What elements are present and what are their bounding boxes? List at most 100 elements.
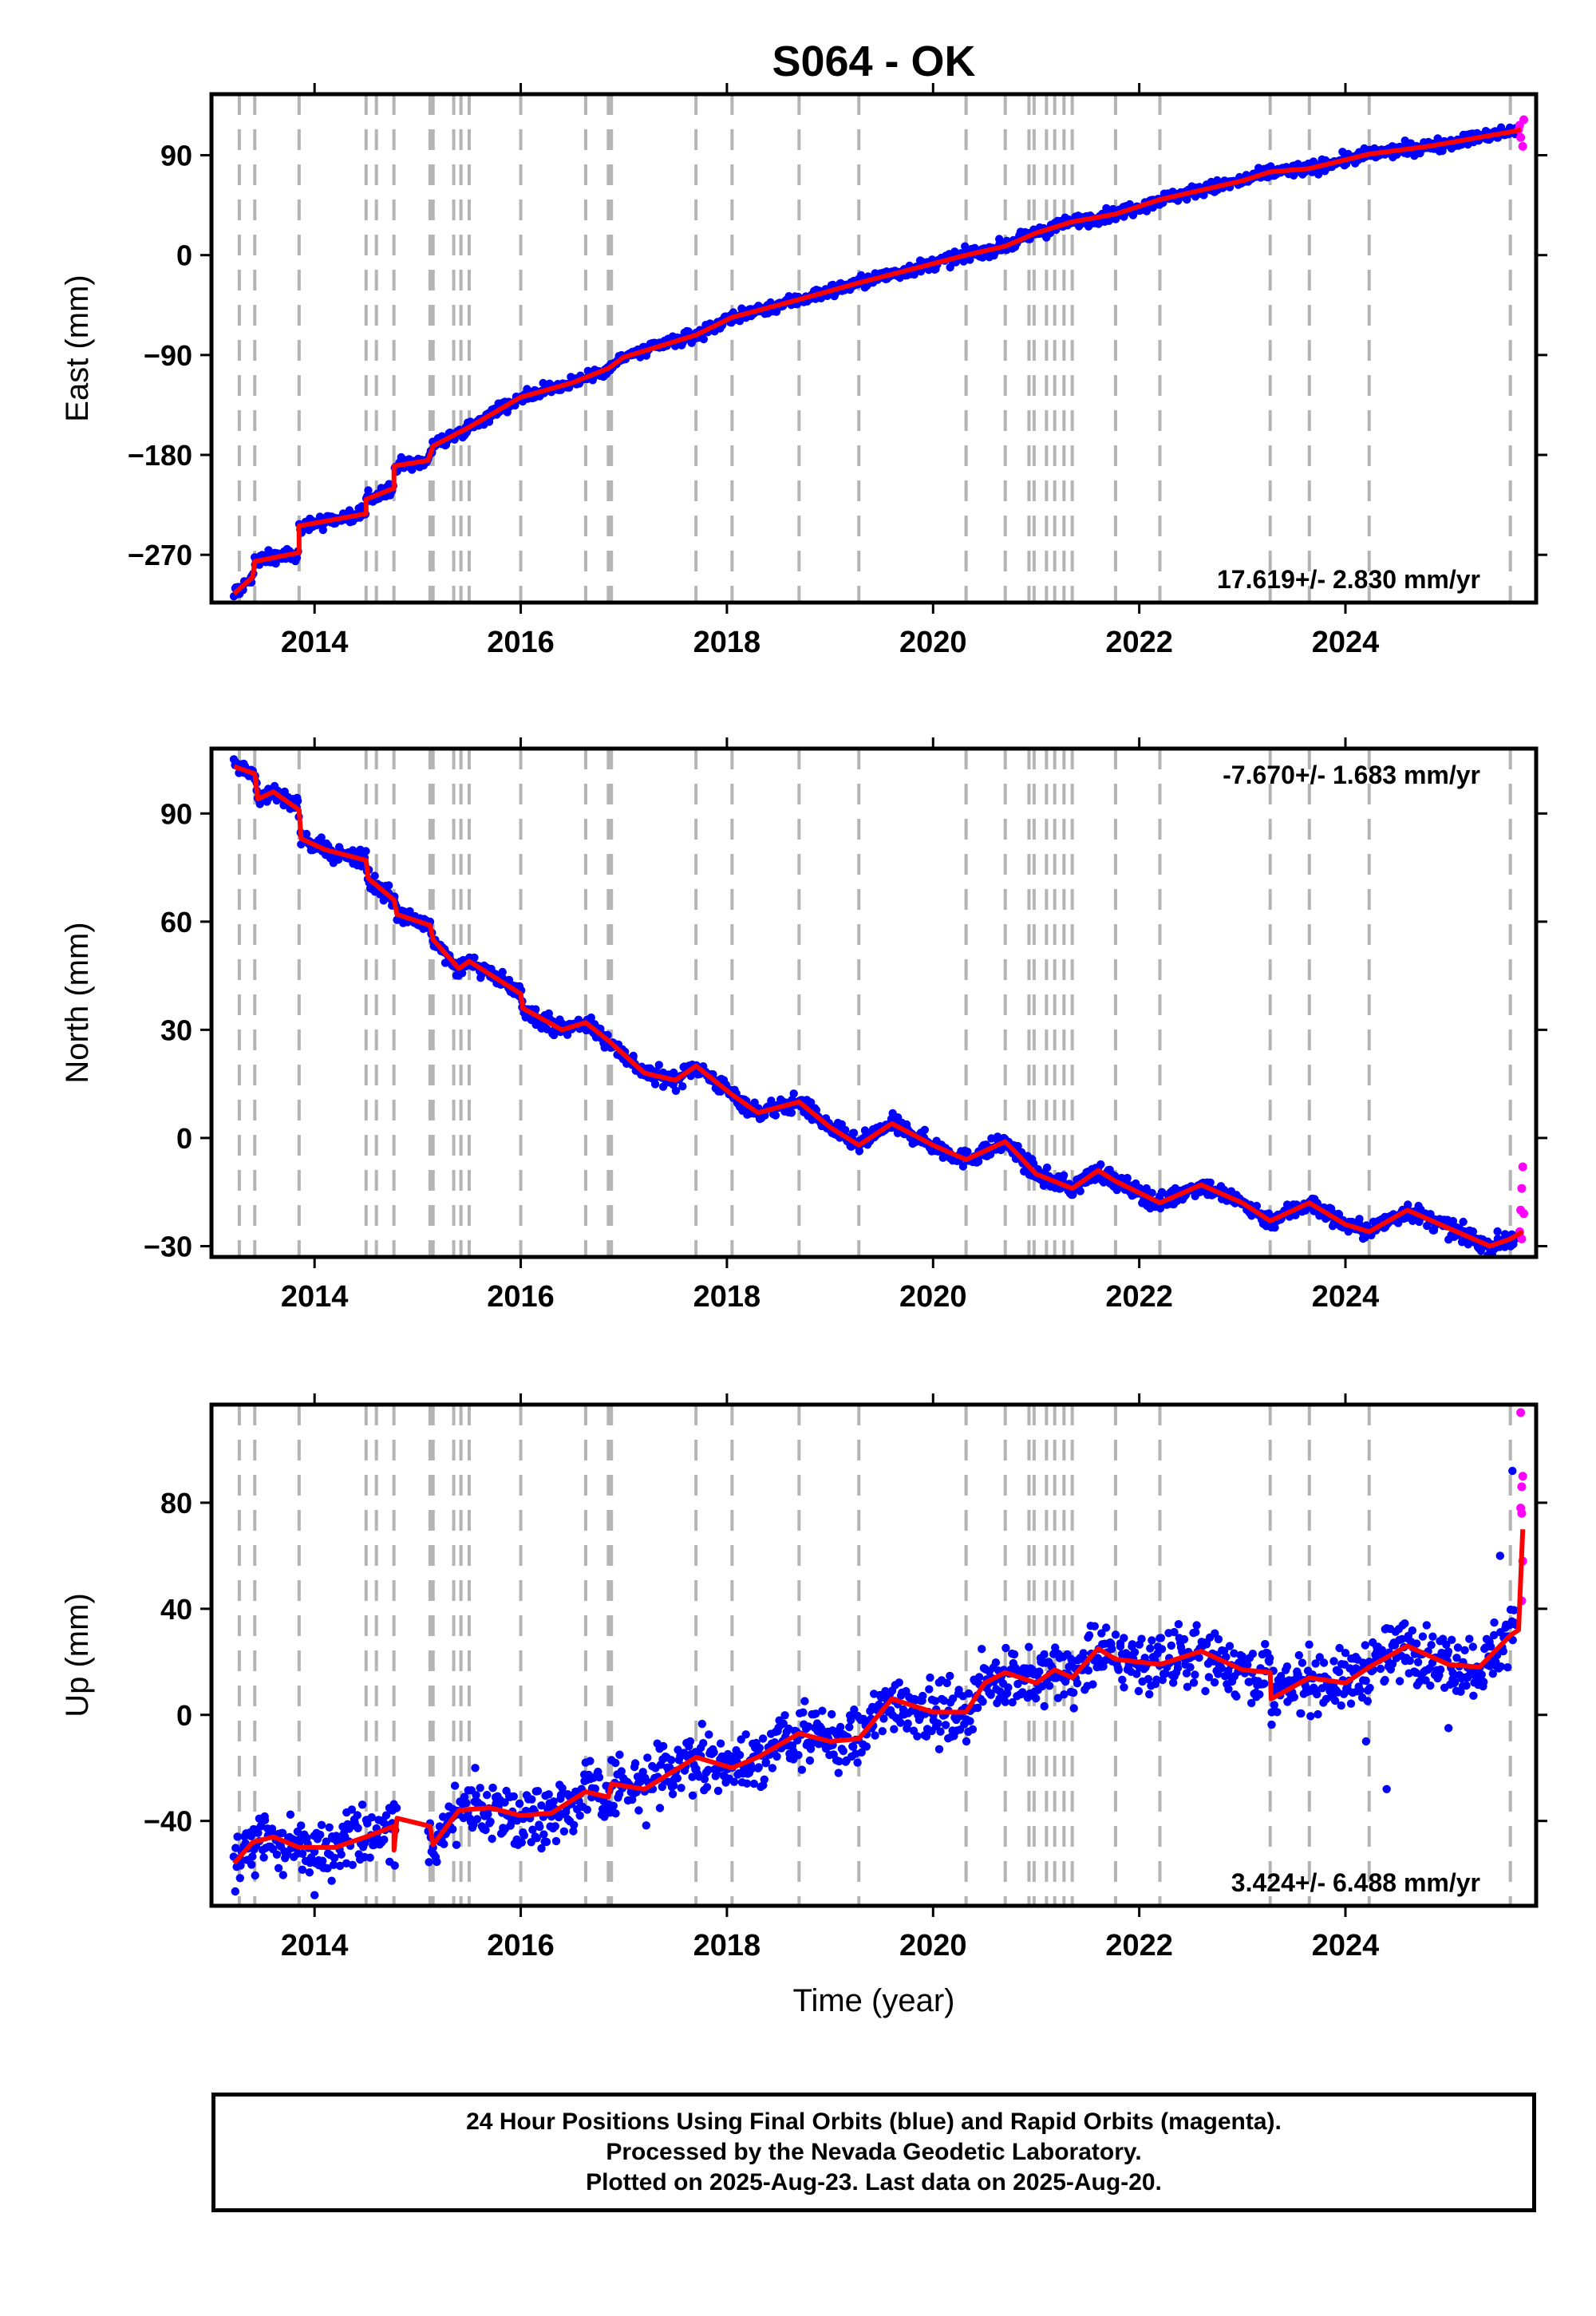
data-point (685, 1737, 695, 1746)
data-point (1294, 1650, 1304, 1660)
data-point (317, 1820, 326, 1829)
data-point (1169, 1678, 1178, 1687)
data-point (1173, 1663, 1183, 1673)
x-tick-label: 2020 (899, 1280, 967, 1314)
data-point (789, 1089, 798, 1098)
data-point (1260, 1679, 1269, 1688)
data-point (1460, 1646, 1469, 1654)
data-point (700, 1775, 709, 1784)
data-point (1137, 1634, 1146, 1643)
data-point (704, 1765, 713, 1774)
x-tick-label: 2016 (487, 626, 555, 659)
data-point (231, 1887, 239, 1896)
data-point (1459, 1217, 1468, 1227)
data-point (450, 1781, 460, 1790)
data-point (1053, 1694, 1063, 1702)
data-point (1363, 1697, 1373, 1705)
data-point (264, 546, 273, 555)
data-point (1388, 1659, 1397, 1669)
data-point (1451, 1678, 1460, 1687)
data-point (595, 1773, 604, 1782)
data-point (1334, 1667, 1344, 1677)
y-tick-label: −270 (128, 539, 192, 571)
data-point (558, 1784, 567, 1792)
data-point (476, 1784, 484, 1792)
data-point (1076, 1187, 1084, 1196)
data-point (1001, 1643, 1010, 1653)
data-point (1290, 1693, 1299, 1701)
data-point (392, 1804, 401, 1812)
data-point (486, 1817, 495, 1826)
data-point (1479, 1678, 1488, 1686)
data-point (1161, 1669, 1170, 1678)
data-point (515, 1799, 524, 1808)
data-point (862, 1742, 871, 1751)
data-point (758, 1734, 768, 1743)
data-point (677, 1784, 685, 1792)
data-point (1102, 1623, 1111, 1632)
data-point (1060, 1690, 1069, 1699)
data-point (517, 1838, 526, 1847)
data-point (367, 1813, 376, 1822)
data-point (1025, 1642, 1033, 1651)
data-point (1225, 1642, 1235, 1650)
data-point (329, 1860, 338, 1869)
data-point (1314, 1709, 1322, 1719)
data-point (1355, 1215, 1364, 1223)
data-point (335, 1861, 345, 1871)
data-point (878, 1727, 887, 1736)
data-point (787, 1109, 796, 1117)
data-point (963, 1148, 972, 1156)
data-point (849, 1742, 858, 1751)
y-axis-label: Up (mm) (60, 1593, 95, 1717)
data-point (390, 1861, 399, 1870)
y-tick-label: 90 (160, 797, 192, 830)
data-point (890, 1725, 899, 1733)
data-point (1214, 1634, 1223, 1644)
data-point (709, 1748, 718, 1757)
data-point (591, 1784, 600, 1793)
data-point (481, 1825, 490, 1835)
data-point (895, 1678, 903, 1687)
data-point (671, 1086, 681, 1096)
data-point (1247, 1698, 1256, 1708)
data-point (1418, 1632, 1428, 1641)
data-point (528, 1825, 537, 1834)
x-tick-label: 2018 (693, 1929, 761, 1962)
x-tick-label: 2014 (281, 626, 349, 659)
data-point (1097, 1629, 1106, 1638)
y-tick-label: 40 (160, 1593, 192, 1626)
x-tick-label: 2014 (281, 1929, 349, 1962)
data-point (800, 1697, 809, 1705)
data-point (747, 1765, 756, 1773)
data-point (537, 1844, 546, 1853)
data-point (327, 1876, 336, 1885)
data-point (259, 1853, 268, 1862)
data-point (629, 1051, 638, 1061)
data-point (1335, 1643, 1344, 1653)
rapid-point (1517, 1234, 1527, 1243)
data-point (1395, 1677, 1404, 1686)
data-point (472, 1815, 482, 1824)
data-point (702, 1783, 712, 1792)
data-point (448, 1824, 457, 1834)
data-point (278, 1828, 287, 1837)
data-point (642, 1821, 650, 1830)
data-point (986, 1690, 995, 1699)
data-point (841, 1125, 850, 1135)
data-point (1361, 1641, 1370, 1650)
data-point (483, 1791, 492, 1800)
data-point (1152, 1675, 1161, 1684)
x-tick-label: 2022 (1105, 1929, 1173, 1962)
data-point (1230, 1649, 1238, 1658)
y-tick-label: −180 (128, 439, 192, 472)
data-point (1305, 1640, 1314, 1649)
data-point (1120, 1683, 1128, 1692)
data-point (452, 1840, 461, 1849)
data-point (1040, 1701, 1049, 1711)
data-point (667, 1756, 676, 1765)
data-point (361, 847, 370, 856)
data-point (705, 1730, 713, 1739)
data-point (1508, 1466, 1517, 1476)
data-point (978, 1645, 986, 1654)
